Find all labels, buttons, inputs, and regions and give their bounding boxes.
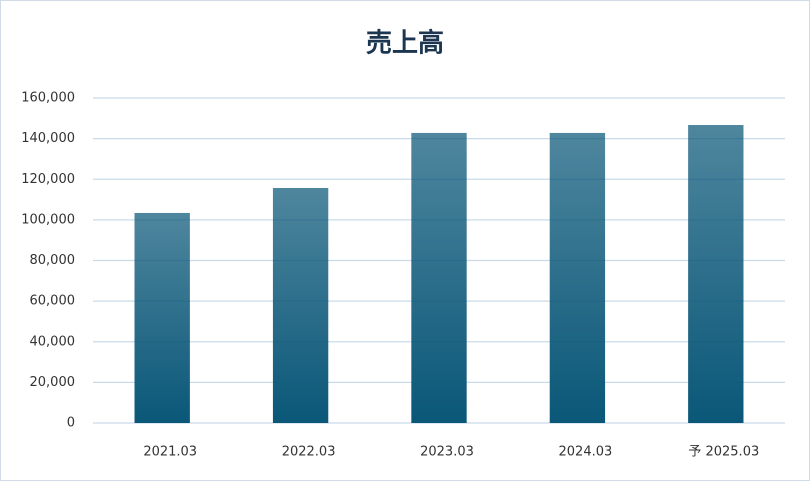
- x-tick-label: 2023.03: [420, 445, 474, 460]
- y-tick-label: 0: [67, 416, 75, 431]
- chart-title: 売上高: [366, 28, 444, 59]
- y-tick-label: 80,000: [30, 253, 76, 268]
- bar: [411, 132, 467, 423]
- y-tick-label: 40,000: [30, 334, 76, 349]
- y-tick-label: 100,000: [21, 212, 75, 227]
- x-tick-label: 2022.03: [282, 445, 336, 460]
- bar: [272, 187, 329, 423]
- y-tick-label: 60,000: [30, 294, 76, 309]
- y-tick-label: 160,000: [21, 91, 75, 106]
- y-tick-label: 120,000: [21, 172, 75, 187]
- y-tick-label: 20,000: [30, 375, 76, 390]
- x-tick-label: 2024.03: [559, 445, 613, 460]
- bar: [134, 212, 190, 423]
- x-tick-label: 予 2025.03: [688, 445, 759, 460]
- y-tick-label: 140,000: [21, 131, 75, 146]
- bar: [688, 125, 744, 423]
- x-tick-label: 2021.03: [143, 445, 197, 460]
- bar: [549, 132, 606, 423]
